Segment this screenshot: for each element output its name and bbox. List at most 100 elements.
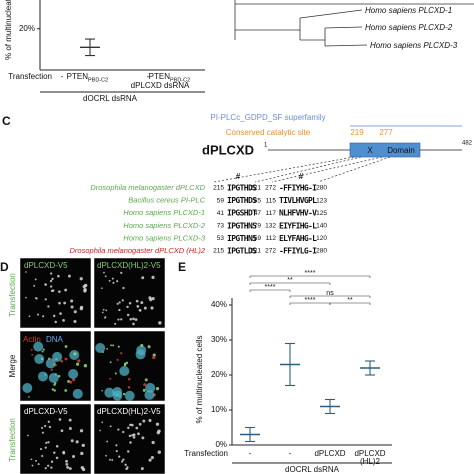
speck <box>116 302 119 305</box>
speck <box>48 425 52 429</box>
panel-label: D <box>0 260 9 274</box>
speck <box>118 455 121 458</box>
significance: **** <box>305 270 316 277</box>
protein: dPLCXD <box>202 142 254 157</box>
speck <box>54 363 57 367</box>
speck <box>68 467 72 471</box>
speck <box>58 301 61 305</box>
speck <box>142 419 146 423</box>
speck <box>72 455 76 459</box>
speck <box>112 344 115 347</box>
species: Drosophila melanogaster dPLCXD <box>90 183 205 192</box>
position: 140 <box>316 223 327 230</box>
position: 79 <box>254 223 262 230</box>
speck <box>124 463 127 466</box>
speck <box>25 271 27 273</box>
y-tick-label: 10% <box>211 405 227 414</box>
speck <box>63 301 67 305</box>
stain: Actin <box>23 335 41 344</box>
speck <box>68 426 72 430</box>
position: 117 <box>266 210 277 217</box>
significance: ns <box>326 290 334 297</box>
tree <box>234 0 474 47</box>
x-tick-label: - <box>147 72 150 81</box>
speck <box>59 312 62 315</box>
speck <box>64 288 68 292</box>
speck <box>106 348 109 350</box>
speck <box>141 276 145 280</box>
speck <box>58 290 61 293</box>
row-label: Transfection <box>8 273 17 317</box>
tree-leaf: Homo sapiens PLCXD-3 <box>370 41 458 50</box>
x-tick-label: (HL)2 <box>360 457 381 466</box>
speck <box>150 306 154 310</box>
speck <box>70 299 74 303</box>
y-tick-label: 20% <box>19 24 35 33</box>
speck <box>41 455 44 458</box>
sequence: EIYFIHG-L <box>279 221 317 230</box>
speck <box>55 444 59 448</box>
speck <box>144 378 148 382</box>
speck <box>149 298 153 302</box>
speck <box>77 359 81 363</box>
speck <box>122 392 126 396</box>
speck <box>68 368 79 379</box>
end: 482 <box>462 141 473 147</box>
speck <box>105 309 108 312</box>
row-label: Transfection <box>8 72 52 81</box>
speck <box>109 425 112 428</box>
speck <box>47 441 50 444</box>
sequence: NLHFVHV-V <box>279 209 317 218</box>
speck <box>22 382 33 393</box>
speck <box>28 396 30 398</box>
speck <box>158 321 162 325</box>
speck <box>125 467 128 471</box>
speck <box>79 429 84 433</box>
position: 112 <box>266 235 277 242</box>
position: 120 <box>316 235 327 242</box>
position: 221 <box>250 248 261 255</box>
speck <box>117 318 120 321</box>
speck <box>102 351 104 353</box>
speck <box>151 275 155 279</box>
speck <box>157 450 161 454</box>
speck <box>27 434 29 437</box>
speck <box>81 467 86 472</box>
speck <box>64 345 68 348</box>
speck <box>132 433 136 437</box>
speck <box>53 451 56 454</box>
species: Homo sapiens PLCXD-3 <box>123 233 206 242</box>
speck <box>50 466 53 469</box>
site: 277 <box>379 128 393 137</box>
speck <box>132 317 135 321</box>
speck <box>42 315 45 318</box>
position: 59 <box>254 235 262 242</box>
speck <box>54 320 57 324</box>
site: 219 <box>350 128 364 137</box>
speck <box>49 358 52 361</box>
position: 59 <box>217 197 225 204</box>
significance: ** <box>287 277 293 284</box>
column-label: dPLCXD(HL)2-V5 <box>97 261 161 270</box>
site-label: Conserved catalytic site <box>226 128 311 137</box>
position: 221 <box>250 185 261 192</box>
speck <box>79 305 84 310</box>
sequence: IPGTHDS <box>227 196 257 205</box>
speck <box>129 423 132 427</box>
speck <box>114 372 117 375</box>
speck <box>47 464 50 467</box>
domain-text: Domain <box>387 146 415 155</box>
speck <box>101 311 104 314</box>
domain-text: X <box>367 146 373 155</box>
speck <box>83 364 88 368</box>
speck <box>111 458 114 461</box>
position: 41 <box>217 210 225 217</box>
speck <box>102 308 105 311</box>
speck <box>150 456 154 460</box>
subscript: PBD-C2 <box>170 77 190 83</box>
speck <box>66 465 70 469</box>
speck <box>45 358 56 369</box>
sequence: TIVLHVGPL <box>279 196 317 205</box>
speck <box>126 305 129 309</box>
zoom-lines <box>213 156 391 183</box>
